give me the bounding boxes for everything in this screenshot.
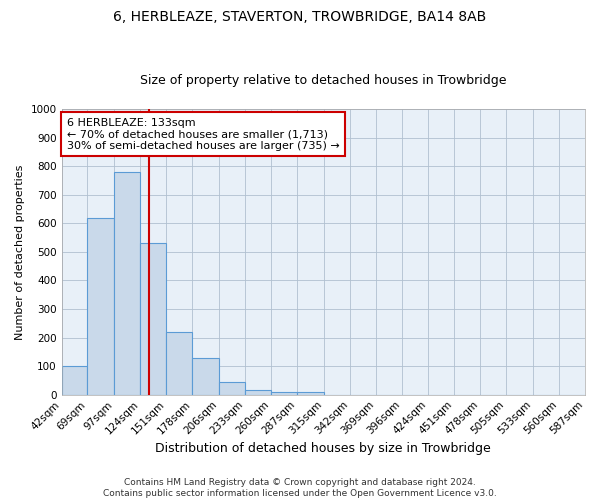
Text: Contains HM Land Registry data © Crown copyright and database right 2024.
Contai: Contains HM Land Registry data © Crown c… (103, 478, 497, 498)
Y-axis label: Number of detached properties: Number of detached properties (15, 164, 25, 340)
Text: 6, HERBLEAZE, STAVERTON, TROWBRIDGE, BA14 8AB: 6, HERBLEAZE, STAVERTON, TROWBRIDGE, BA1… (113, 10, 487, 24)
Bar (166, 332, 192, 394)
Bar (88, 218, 115, 394)
Bar (245, 390, 271, 394)
Bar (192, 358, 219, 395)
Bar (219, 382, 245, 394)
Bar (140, 244, 166, 394)
Bar (297, 392, 324, 394)
X-axis label: Distribution of detached houses by size in Trowbridge: Distribution of detached houses by size … (155, 442, 491, 455)
Bar (115, 172, 140, 394)
Title: Size of property relative to detached houses in Trowbridge: Size of property relative to detached ho… (140, 74, 506, 87)
Text: 6 HERBLEAZE: 133sqm
← 70% of detached houses are smaller (1,713)
30% of semi-det: 6 HERBLEAZE: 133sqm ← 70% of detached ho… (67, 118, 340, 151)
Bar (62, 366, 88, 394)
Bar (271, 392, 297, 394)
